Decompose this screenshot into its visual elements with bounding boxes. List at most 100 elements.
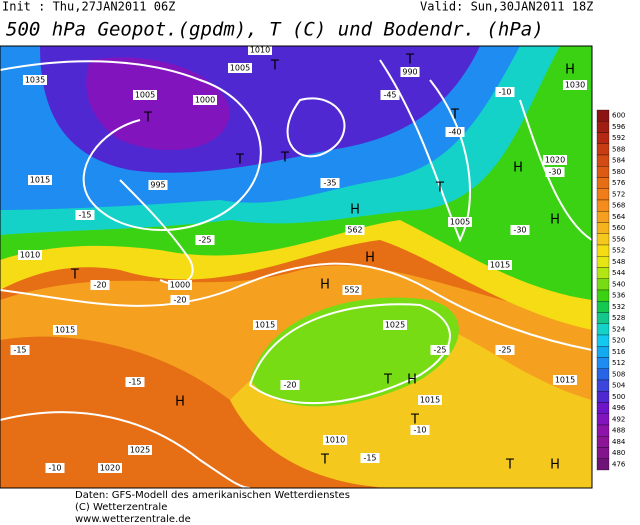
footer-url: www.wetterzentrale.de	[75, 514, 191, 525]
colorbar-swatch	[596, 222, 610, 234]
label-box	[360, 453, 380, 463]
colorbar-swatch	[596, 244, 610, 257]
colorbar-swatch	[596, 211, 610, 223]
colorbar-swatch	[596, 447, 610, 459]
colorbar-swatch	[596, 436, 610, 448]
colorbar-swatch	[596, 109, 610, 122]
colorbar-label: 512	[612, 359, 625, 367]
init-time: Init : Thu,27JAN2011 06Z	[2, 0, 175, 14]
colorbar-swatch	[596, 233, 610, 246]
label-box	[510, 225, 530, 235]
colorbar-label: 552	[612, 247, 625, 255]
map-label: 1015	[490, 261, 510, 270]
label-box	[418, 395, 442, 405]
map-label: 552	[344, 286, 359, 295]
map-label: -30	[513, 226, 526, 235]
map-label: 1020	[545, 156, 565, 165]
colorbar-swatch	[596, 368, 610, 381]
valid-time: Valid: Sun,30JAN2011 18Z	[420, 0, 593, 14]
pressure-center: T	[405, 53, 414, 68]
colorbar-label: 564	[612, 213, 626, 221]
label-box	[563, 80, 587, 90]
pressure-center: H	[320, 278, 330, 293]
map-label: 990	[402, 68, 417, 77]
map-label: -35	[323, 179, 336, 188]
colorbar-swatch	[596, 413, 610, 426]
colorbar-label: 500	[612, 393, 625, 401]
colorbar-label: 516	[612, 348, 626, 356]
map-label: -40	[448, 128, 461, 137]
colorbar-swatch	[596, 166, 610, 178]
colorbar-label: 588	[612, 145, 625, 153]
isotherm	[0, 262, 592, 351]
pressure-center: H	[550, 458, 560, 473]
map-label: -15	[78, 211, 91, 220]
pressure-center: T	[410, 413, 419, 428]
colorbar-swatch	[596, 301, 610, 313]
colorbar-swatch	[596, 402, 610, 414]
label-box	[228, 63, 252, 73]
colorbar-swatch	[596, 323, 610, 336]
label-box	[10, 345, 30, 355]
map: 10351005101010051000101510101015-15-20-1…	[0, 45, 592, 488]
colorbar-label: 572	[612, 190, 625, 198]
map-label: -15	[128, 378, 141, 387]
label-box	[410, 425, 430, 435]
pressure-center: T	[435, 181, 444, 196]
map-label: -10	[498, 88, 511, 97]
label-box	[168, 280, 192, 290]
map-label: 1030	[565, 81, 585, 90]
label-box	[280, 380, 300, 390]
map-label: 1025	[130, 446, 150, 455]
colorbar-swatch	[596, 312, 610, 324]
colorbar-label: 556	[612, 235, 626, 243]
pressure-center: T	[320, 453, 329, 468]
map-label: 1005	[450, 218, 470, 227]
pressure-center: T	[383, 373, 392, 388]
pressure-center: T	[70, 268, 79, 283]
pressure-center: H	[513, 161, 523, 176]
map-label: 1015	[255, 321, 275, 330]
pressure-center: H	[550, 213, 560, 228]
label-box	[430, 345, 450, 355]
label-box	[133, 90, 157, 100]
label-box	[545, 167, 565, 177]
pressure-center: T	[280, 151, 289, 166]
pressure-center: T	[270, 59, 279, 74]
map-label: -25	[498, 346, 511, 355]
pressure-center: H	[175, 395, 185, 410]
colorbar-swatch	[596, 121, 610, 133]
colorbar-swatch	[596, 143, 610, 156]
label-box	[323, 435, 347, 445]
map-frame	[0, 45, 593, 489]
label-box	[342, 285, 362, 295]
map-label: 1015	[420, 396, 440, 405]
label-box	[98, 463, 122, 473]
colorbar-label: 488	[612, 427, 625, 435]
label-box	[253, 320, 277, 330]
colorbar-label: 484	[612, 438, 626, 446]
label-box	[345, 225, 365, 235]
colorbar-label: 544	[612, 269, 626, 277]
colorbar-label: 508	[612, 370, 625, 378]
map-label: 1015	[55, 326, 75, 335]
map-label: 1015	[30, 176, 50, 185]
colorbar-label: 548	[612, 258, 625, 266]
label-box	[495, 345, 515, 355]
label-box	[495, 87, 515, 97]
isobar	[286, 97, 346, 158]
map-label: 1005	[135, 91, 155, 100]
colorbar-label: 476	[612, 460, 626, 468]
footer-copyright: (C) Wetterzentrale	[75, 502, 167, 513]
pressure-center: H	[365, 251, 375, 266]
colorbar-label: 520	[612, 337, 625, 345]
map-label: 1035	[25, 76, 45, 85]
colorbar-swatch	[596, 379, 610, 392]
colorbar-label: 592	[612, 134, 625, 142]
map-label: 1010	[325, 436, 345, 445]
map-title: 500 hPa Geopot.(gpdm), T (C) und Bodendr…	[6, 19, 544, 41]
label-box	[45, 463, 65, 473]
map-label: 1010	[250, 46, 270, 55]
colorbar-label: 532	[612, 303, 625, 311]
